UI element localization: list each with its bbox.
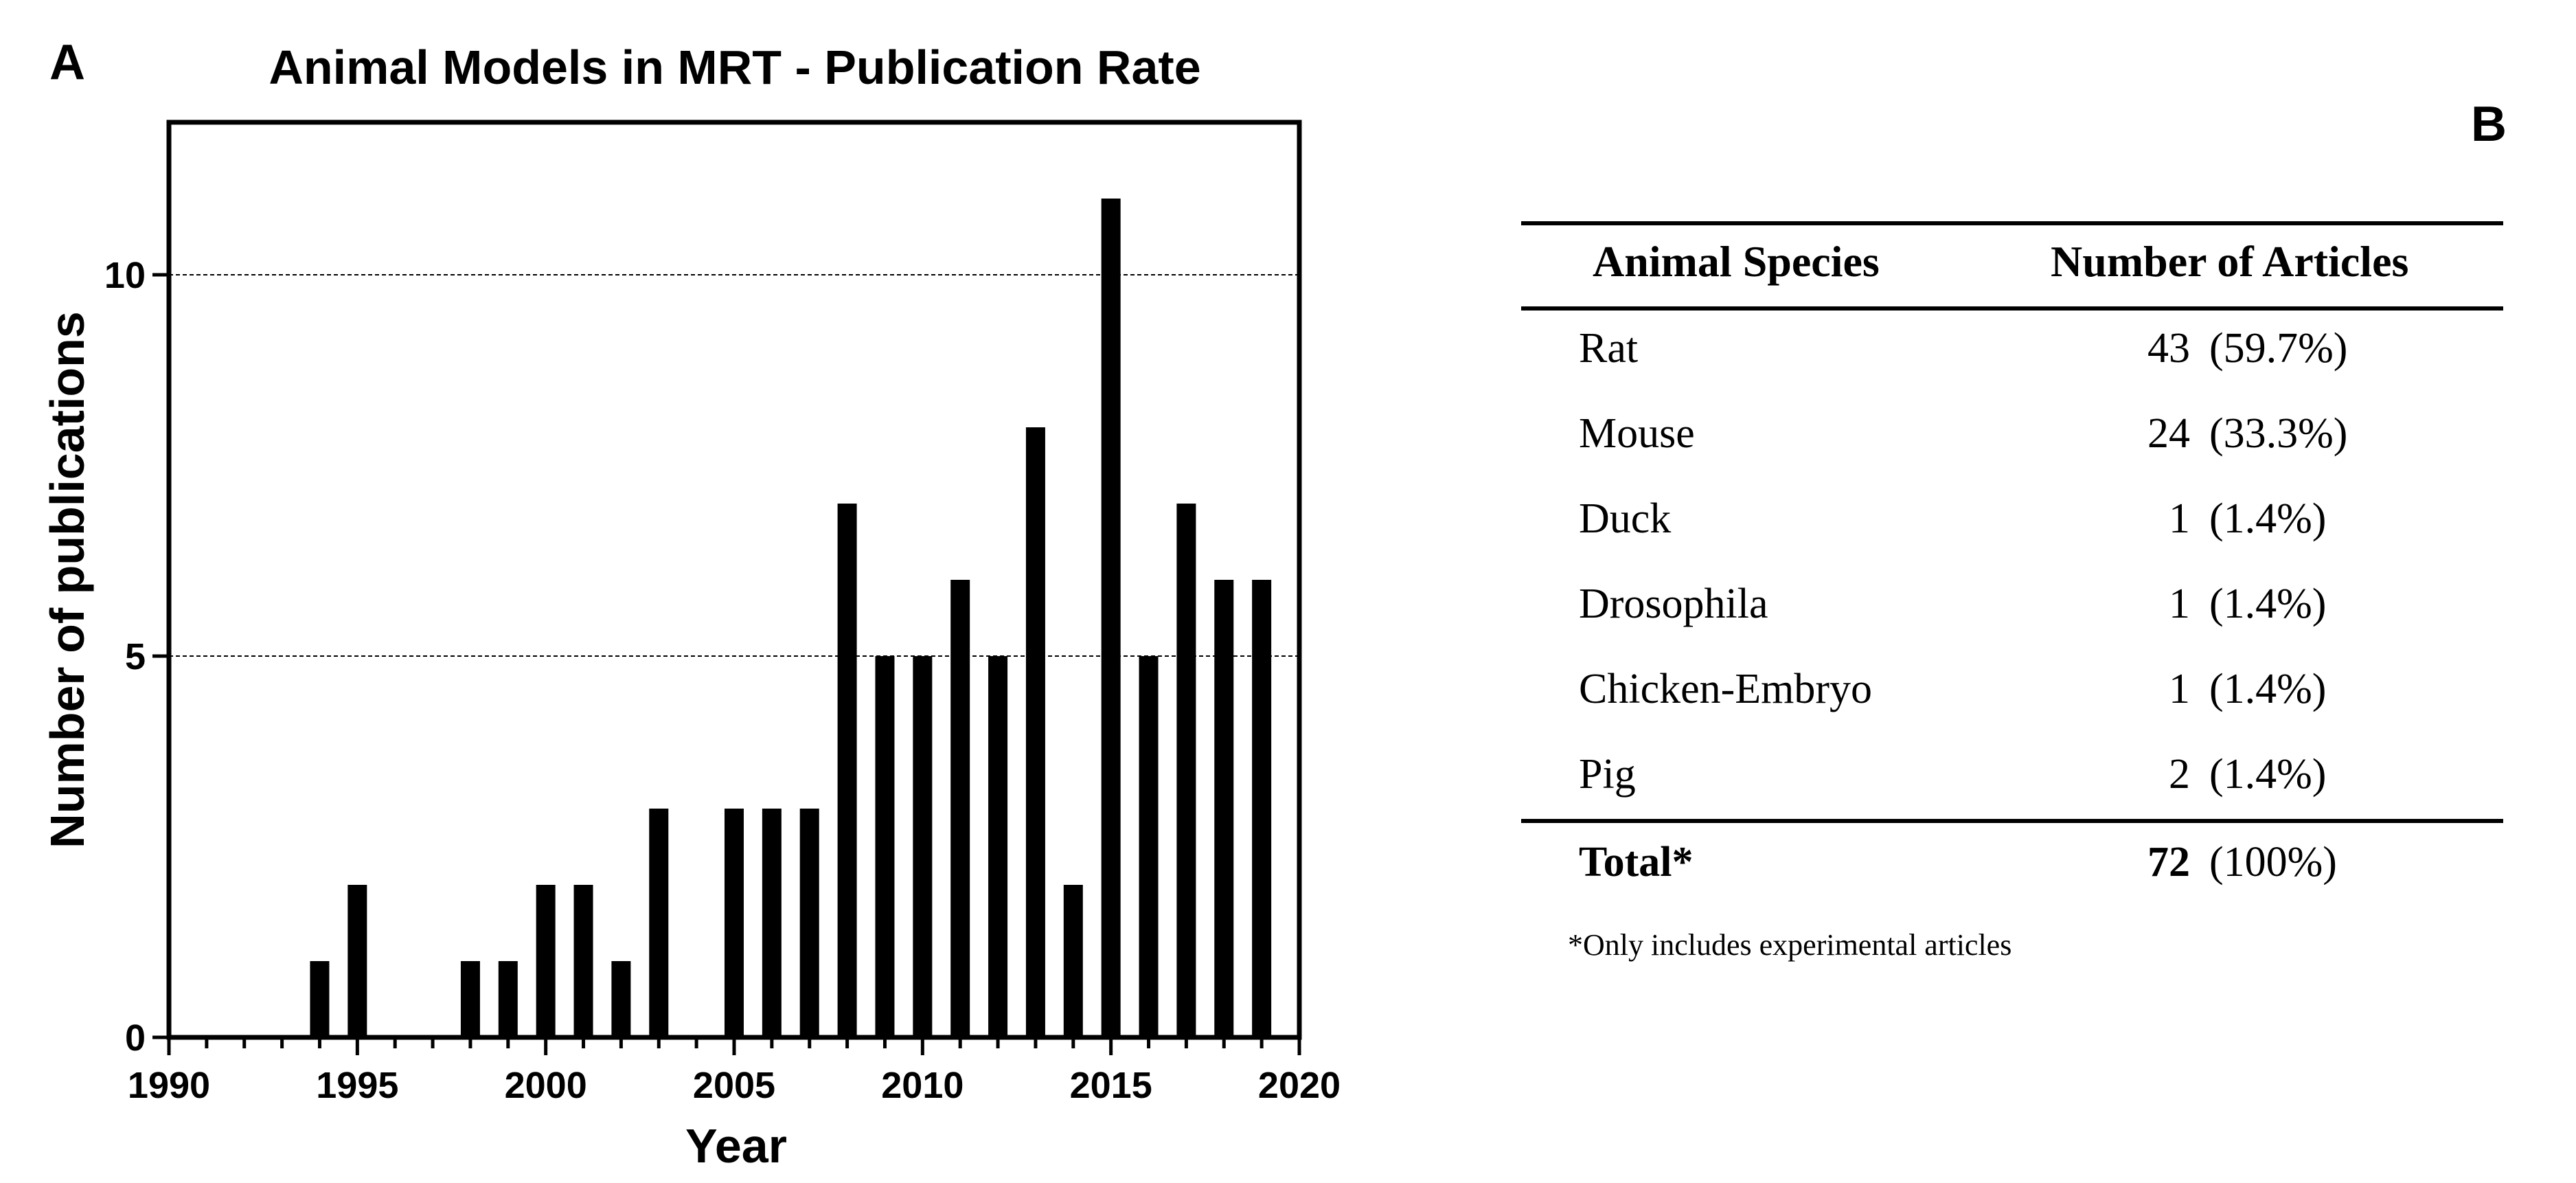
table-bottom-rule (1521, 819, 2503, 823)
x-tick-label-2010: 2010 (881, 1065, 964, 1106)
bar-2011 (950, 580, 970, 1037)
table-row-percent: (1.4%) (2209, 495, 2327, 542)
bars (310, 199, 1272, 1037)
y-axis-label: Number of publications (41, 311, 94, 848)
bar-2007 (799, 809, 819, 1037)
bar-2009 (875, 656, 895, 1037)
axes: 1990 1995 2000 2005 2010 2015 2020 0 5 10 (104, 120, 1341, 1106)
table-row-species: Rat (1579, 325, 1639, 372)
bar-chart: Animal Models in MRT - Publication Rate … (41, 41, 1341, 1173)
bar-2018 (1214, 580, 1234, 1037)
table-row-count: 24 (2147, 410, 2190, 457)
bar-1995 (347, 885, 367, 1037)
table-row-species: Duck (1579, 495, 1672, 542)
chart-title: Animal Models in MRT - Publication Rate (269, 41, 1200, 94)
bar-2006 (762, 809, 782, 1037)
x-tick-label-2005: 2005 (693, 1065, 775, 1106)
table-row-species: Chicken-Embryo (1579, 666, 1873, 712)
table-row-percent: (33.3%) (2209, 410, 2348, 457)
bar-2014 (1063, 885, 1083, 1037)
table-row-count: 2 (2169, 751, 2190, 798)
bar-2019 (1252, 580, 1272, 1037)
bar-1998 (460, 961, 480, 1037)
bar-2008 (837, 504, 857, 1037)
table-row-count: 1 (2169, 495, 2190, 542)
table-row-percent: (1.4%) (2209, 581, 2327, 627)
total-count: 72 (2147, 839, 2190, 886)
total-label: Total* (1579, 839, 1694, 886)
panel-a-letter: A (49, 35, 85, 90)
bar-2017 (1176, 504, 1196, 1037)
table-footnote: *Only includes experimental articles (1568, 928, 2012, 962)
x-axis-label: Year (685, 1119, 787, 1173)
table-header-rule (1521, 306, 2503, 311)
bar-1994 (310, 961, 330, 1037)
bar-2013 (1025, 427, 1045, 1037)
x-tick-label-1990: 1990 (128, 1065, 210, 1106)
bar-2002 (611, 961, 631, 1037)
bar-2000 (536, 885, 556, 1037)
x-tick-label-1995: 1995 (316, 1065, 398, 1106)
x-tick-label-2020: 2020 (1258, 1065, 1341, 1106)
table-row-species: Mouse (1579, 410, 1695, 457)
bar-2010 (913, 656, 933, 1037)
table-top-rule (1521, 221, 2503, 225)
total-percent: (100%) (2209, 839, 2337, 886)
bar-2001 (573, 885, 593, 1037)
table-row-count: 1 (2169, 581, 2190, 627)
table-row-count: 43 (2147, 325, 2190, 372)
panel-b-letter: B (2471, 97, 2507, 152)
gridlines (169, 274, 1299, 657)
bar-2012 (988, 656, 1008, 1037)
y-tick-label-10: 10 (104, 255, 146, 296)
bar-2003 (649, 809, 669, 1037)
table-row-percent: (1.4%) (2209, 666, 2327, 712)
bar-2016 (1139, 656, 1159, 1037)
bar-1999 (498, 961, 518, 1037)
table-row-species: Drosophila (1579, 581, 1768, 627)
x-tick-label-2000: 2000 (505, 1065, 587, 1106)
bar-2015 (1101, 199, 1121, 1037)
header-animal-species: Animal Species (1593, 237, 1880, 286)
table-row-species: Pig (1579, 751, 1636, 798)
y-tick-label-5: 5 (125, 636, 146, 677)
header-number-of-articles: Number of Articles (2051, 237, 2409, 286)
x-tick-label-2015: 2015 (1070, 1065, 1152, 1106)
table-row-percent: (59.7%) (2209, 325, 2348, 372)
bar-2005 (725, 809, 744, 1037)
table-row-count: 1 (2169, 666, 2190, 712)
table-row-percent: (1.4%) (2209, 751, 2327, 798)
y-tick-label-0: 0 (125, 1017, 146, 1059)
